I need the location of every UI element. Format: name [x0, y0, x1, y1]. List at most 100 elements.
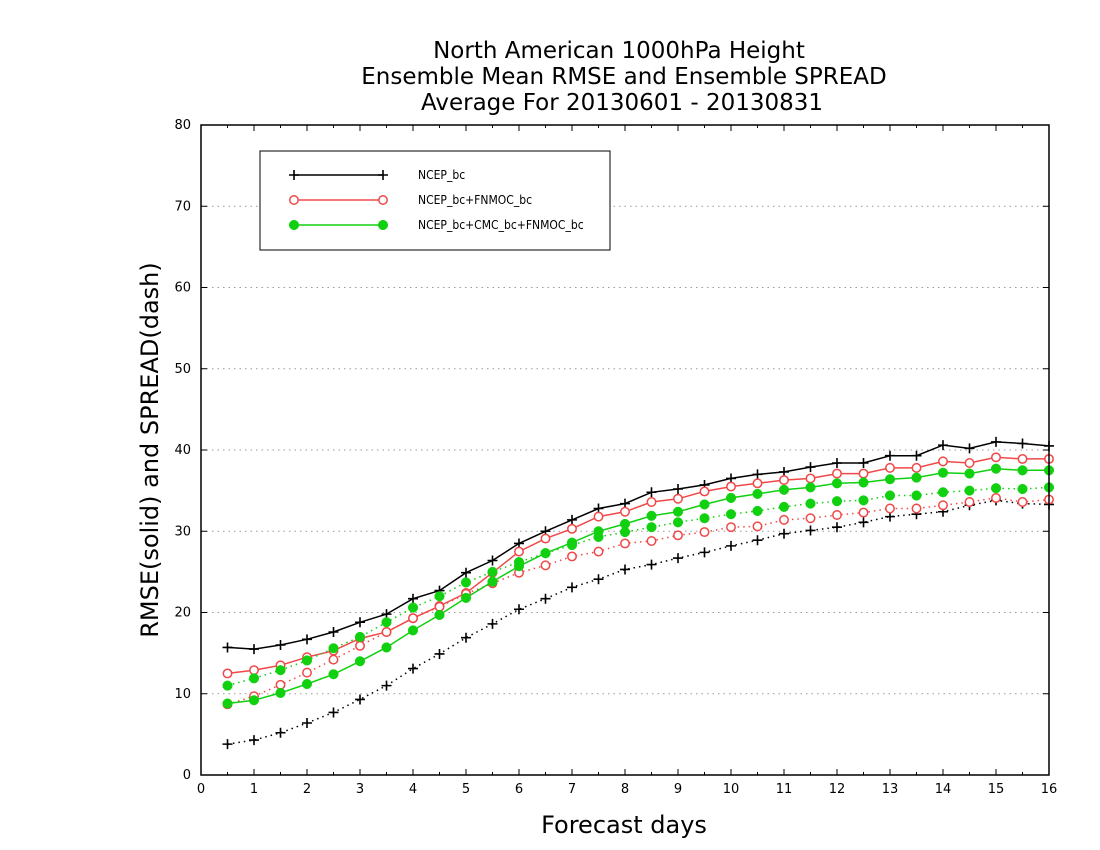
plot-frame: [200, 124, 1050, 776]
rmse-point: [991, 436, 1001, 447]
x-tick-label: 8: [621, 782, 629, 797]
spread-point: [460, 577, 472, 588]
rmse-point: [275, 687, 286, 698]
spread-point: [991, 492, 1001, 503]
spread-point: [752, 505, 763, 516]
spread-point: [726, 522, 736, 533]
rmse-point: [831, 478, 843, 489]
x-tick-label: 2: [303, 782, 311, 797]
rmse-point: [964, 458, 975, 468]
rmse-point: [407, 625, 419, 636]
legend-label: NCEP_bc+CMC_bc+FNMOC_bc: [418, 218, 584, 232]
rmse-point: [567, 514, 577, 525]
spread-point: [884, 490, 896, 501]
x-tick-label: 13: [882, 782, 899, 797]
rmse-point: [858, 468, 869, 479]
spread-point: [858, 517, 869, 528]
series-1: [222, 436, 1054, 750]
legend-marker: [289, 170, 299, 180]
spread-point: [328, 643, 339, 654]
spread-point: [461, 632, 471, 643]
rmse-point: [646, 510, 657, 521]
spread-point: [620, 538, 630, 549]
spread-point: [752, 535, 763, 546]
rmse-point: [805, 482, 816, 493]
spread-point: [779, 514, 789, 525]
spread-point: [381, 680, 392, 691]
spread-point: [355, 694, 365, 705]
spread-point: [222, 739, 233, 750]
legend: NCEP_bc NCEP_bc+FNMOC_bc NCEP_bc+CMC_bc+FN…: [259, 150, 611, 251]
spread-point: [381, 627, 392, 637]
rmse-point: [460, 592, 472, 603]
x-tick-label: 5: [462, 782, 470, 797]
rmse-line: [227, 441, 1050, 650]
spread-point: [673, 553, 683, 564]
spread-point: [301, 655, 313, 666]
rmse-point: [222, 642, 233, 653]
rmse-point: [540, 533, 551, 544]
rmse-point: [646, 497, 657, 507]
x-tick-label: 1: [250, 782, 258, 797]
rmse-point: [408, 593, 418, 604]
series-layer: [222, 436, 1055, 750]
spread-point: [964, 497, 975, 507]
rmse-point: [1017, 465, 1028, 476]
legend-entry-2: NCEP_bc+FNMOC_bc: [289, 193, 532, 207]
rmse-point: [328, 627, 339, 637]
spread-point: [540, 560, 551, 571]
rmse-point: [514, 546, 524, 557]
rmse-line: [227, 456, 1049, 675]
rmse-point: [434, 609, 445, 620]
x-axis-label: Forecast days: [541, 811, 707, 839]
rmse-point: [1017, 453, 1028, 464]
y-tick-label: 50: [174, 362, 191, 377]
rmse-point: [381, 642, 392, 653]
rmse-point: [646, 487, 657, 498]
spread-point: [779, 528, 789, 539]
spread-point: [275, 727, 286, 738]
spread-point: [567, 582, 577, 593]
spread-point: [487, 618, 498, 629]
rmse-point: [222, 698, 233, 709]
x-tick-label: 7: [568, 782, 576, 797]
spread-point: [249, 735, 259, 746]
spread-point: [699, 513, 710, 524]
rmse-point: [222, 668, 233, 679]
rmse-point: [752, 469, 763, 480]
spread-point: [540, 548, 551, 559]
series-3: [222, 463, 1055, 709]
rmse-point: [832, 468, 842, 479]
y-axis-ticks: 0 10 20 30 40 50 60 70 80: [174, 118, 1049, 783]
rmse-point: [805, 473, 816, 484]
spread-point: [938, 500, 948, 511]
rmse-point: [911, 472, 922, 483]
x-tick-label: 6: [515, 782, 523, 797]
spread-point: [593, 574, 604, 585]
spread-point: [831, 496, 843, 507]
y-axis-label: RMSE(solid) and SPREAD(dash): [136, 262, 164, 638]
rmse-point: [275, 640, 286, 650]
spread-point: [858, 495, 869, 506]
legend-marker: [377, 219, 389, 231]
spread-point: [673, 530, 683, 541]
y-tick-label: 80: [174, 118, 191, 133]
rmse-point: [248, 695, 260, 706]
spread-point: [514, 604, 524, 615]
spread-point: [248, 673, 260, 684]
y-tick-label: 20: [174, 606, 191, 621]
spread-point: [354, 631, 366, 642]
spread-point: [646, 559, 657, 570]
spread-point: [752, 521, 763, 532]
x-axis-ticks: 0 1 2 3 4 5 6 7 8 9 10 11 12 13 14 15 16: [197, 125, 1057, 797]
rmse-point: [964, 443, 975, 454]
x-tick-label: 9: [674, 782, 682, 797]
x-tick-label: 12: [829, 782, 846, 797]
chart-subtitle-1: Ensemble Mean RMSE and Ensemble SPREAD: [361, 64, 886, 90]
rmse-point: [938, 440, 948, 451]
spread-point: [540, 593, 551, 604]
spread-point: [567, 551, 577, 562]
spread-point: [328, 654, 339, 665]
rmse-point: [779, 475, 789, 486]
series-2: [222, 452, 1054, 710]
